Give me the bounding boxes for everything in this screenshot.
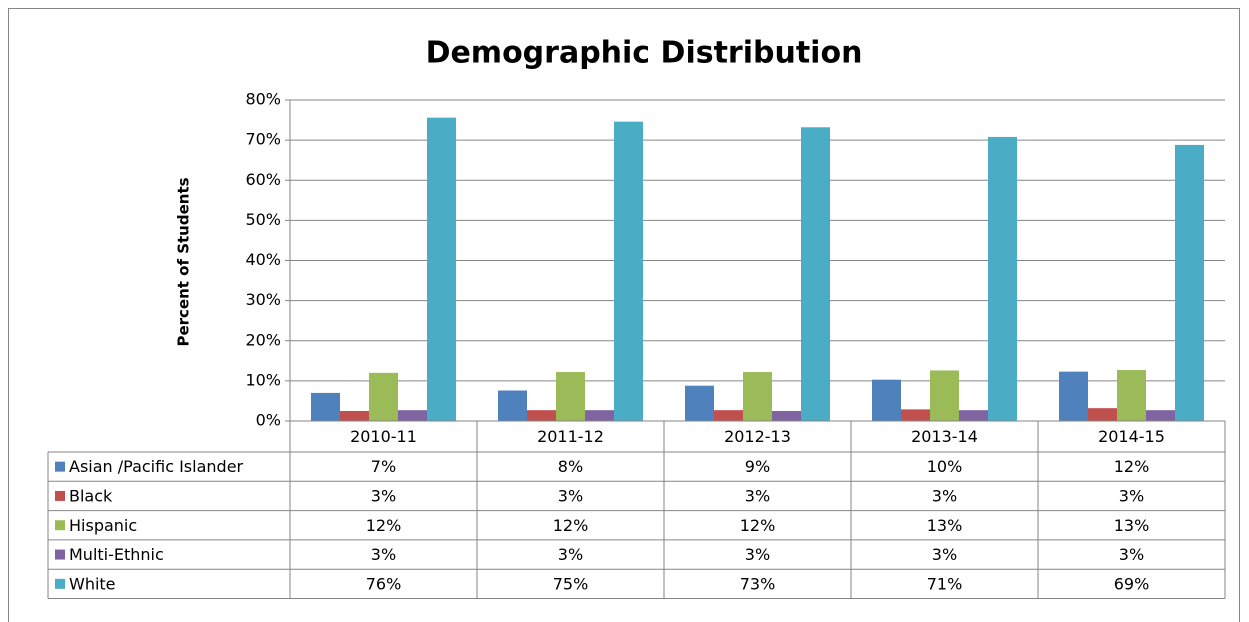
bar: [1146, 410, 1175, 421]
x-tick-label: 2010-11: [350, 427, 417, 446]
bar: [398, 410, 427, 421]
table-value: 12%: [366, 516, 402, 535]
table-value: 12%: [740, 516, 776, 535]
bar: [498, 390, 527, 421]
table-value: 9%: [745, 457, 770, 476]
bar: [930, 370, 959, 421]
table-value: 13%: [927, 516, 963, 535]
x-tick-label: 2012-13: [724, 427, 791, 446]
bar: [801, 127, 830, 421]
table-value: 3%: [558, 545, 583, 564]
table-value: 3%: [932, 545, 957, 564]
bar: [427, 117, 456, 421]
bar: [959, 410, 988, 421]
bar: [1088, 408, 1117, 421]
legend-label: Hispanic: [69, 516, 137, 535]
bar: [872, 379, 901, 421]
legend-label: Multi-Ethnic: [69, 545, 164, 564]
legend-label: Black: [69, 486, 113, 505]
bar: [585, 410, 614, 421]
bar: [527, 410, 556, 421]
y-tick-label: 0%: [256, 411, 281, 430]
table-value: 3%: [1119, 545, 1144, 564]
y-axis-title: Percent of Students: [175, 177, 193, 346]
y-tick-label: 10%: [245, 370, 281, 389]
bar: [714, 410, 743, 421]
bar: [311, 392, 340, 421]
y-tick-label: 40%: [245, 250, 281, 269]
y-tick-label: 60%: [245, 170, 281, 189]
x-tick-label: 2011-12: [537, 427, 604, 446]
legend-key: [55, 520, 65, 531]
legend-key: [55, 490, 65, 501]
bar: [340, 410, 369, 421]
bar: [743, 372, 772, 421]
table-value: 3%: [371, 486, 396, 505]
table-value: 3%: [558, 486, 583, 505]
legend-label: White: [69, 574, 116, 593]
table-value: 3%: [371, 545, 396, 564]
bar: [614, 121, 643, 421]
table-value: 12%: [1114, 457, 1150, 476]
table-value: 3%: [745, 486, 770, 505]
legend-label: Asian /Pacific Islander: [69, 457, 244, 476]
y-tick-label: 30%: [245, 290, 281, 309]
y-tick-label: 80%: [245, 90, 281, 109]
table-value: 3%: [932, 486, 957, 505]
y-tick-label: 70%: [245, 130, 281, 149]
legend-key: [55, 549, 65, 560]
bar: [901, 409, 930, 421]
table-value: 73%: [740, 574, 776, 593]
legend-key: [55, 578, 65, 589]
table-value: 12%: [553, 516, 589, 535]
y-tick-label: 20%: [245, 330, 281, 349]
table-value: 3%: [1119, 486, 1144, 505]
table-value: 10%: [927, 457, 963, 476]
table-value: 8%: [558, 457, 583, 476]
chart-title: Demographic Distribution: [426, 36, 863, 71]
bar: [772, 410, 801, 421]
bar: [1175, 144, 1204, 421]
x-tick-label: 2013-14: [911, 427, 978, 446]
legend-key: [55, 461, 65, 472]
table-value: 76%: [366, 574, 402, 593]
y-tick-label: 50%: [245, 210, 281, 229]
table-value: 7%: [371, 457, 396, 476]
bar: [369, 372, 398, 421]
bar: [1117, 370, 1146, 421]
x-tick-label: 2014-15: [1098, 427, 1165, 446]
table-value: 75%: [553, 574, 589, 593]
bar: [685, 385, 714, 421]
table-value: 69%: [1114, 574, 1150, 593]
table-value: 71%: [927, 574, 963, 593]
bar: [988, 136, 1017, 422]
table-value: 13%: [1114, 516, 1150, 535]
bar: [1059, 371, 1088, 421]
bar: [556, 372, 585, 421]
table-value: 3%: [745, 545, 770, 564]
